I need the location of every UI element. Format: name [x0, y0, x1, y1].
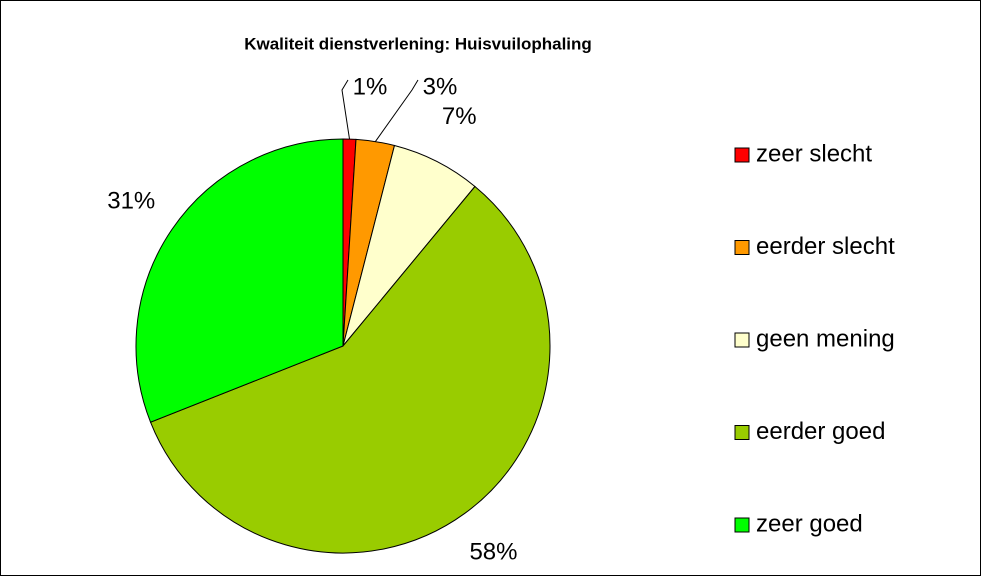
- legend-label: eerder slecht: [756, 233, 895, 260]
- legend-label: geen mening: [756, 325, 895, 352]
- legend-swatch: [734, 517, 750, 533]
- leader-line: [341, 79, 350, 140]
- pie-slice: [149, 185, 551, 554]
- data-label: 3%: [423, 73, 458, 100]
- leader-line: [374, 79, 419, 142]
- pie-slice: [135, 138, 344, 423]
- legend-swatch: [734, 332, 750, 348]
- data-label: 1%: [353, 73, 388, 100]
- data-label: 58%: [469, 538, 517, 565]
- data-label: 7%: [442, 103, 477, 130]
- legend-label: eerder goed: [756, 418, 885, 445]
- legend-label: zeer goed: [756, 510, 863, 537]
- legend-label: zeer slecht: [756, 140, 872, 167]
- legend-swatch: [734, 240, 750, 255]
- legend-swatch: [734, 425, 750, 440]
- data-label: 31%: [107, 187, 155, 214]
- legend-swatch: [734, 147, 750, 163]
- chart-title: Kwaliteit dienstverlening: Huisvuilophal…: [244, 34, 592, 53]
